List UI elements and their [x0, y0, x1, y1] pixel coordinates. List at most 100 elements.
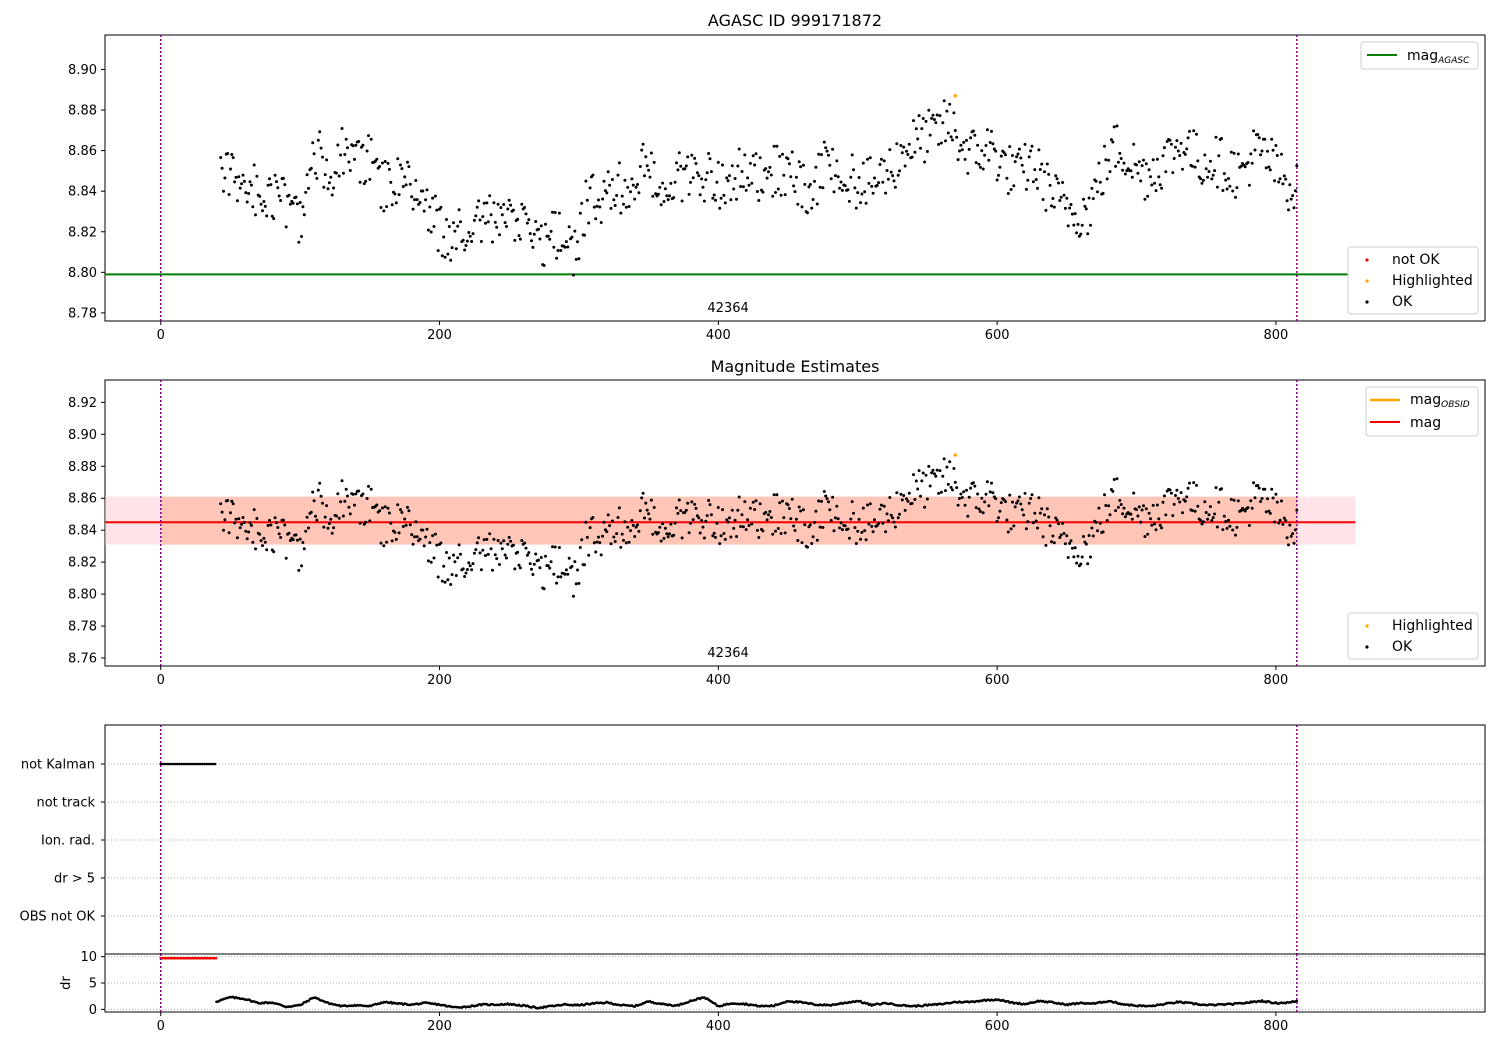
estimates-ok-point [251, 540, 255, 544]
estimates-ok-point [255, 517, 259, 520]
agasc-line-legend-label: magAGASC [1407, 48, 1470, 66]
flag-label: OBS not OK [20, 910, 96, 925]
agasc-ok-point [647, 168, 651, 172]
estimates-ok-point [942, 457, 946, 461]
estimates-ok-point [776, 527, 780, 530]
estimates-ok-point [422, 544, 426, 548]
agasc-ok-point [807, 185, 811, 189]
estimates-ok-point [857, 517, 861, 521]
agasc-ok-point [821, 186, 825, 190]
agasc-ok-point [1105, 177, 1109, 181]
estimates-ok-point [1208, 505, 1212, 509]
agasc-ok-point [1044, 208, 1048, 212]
agasc-ok-point [892, 179, 896, 183]
estimates-ok-point [587, 553, 591, 557]
estimates-ok-point [1183, 499, 1187, 503]
estimates-ok-point [668, 532, 671, 536]
agasc-ok-point [1034, 178, 1038, 181]
estimates-ok-point [633, 535, 637, 538]
estimates-ok-point [983, 500, 987, 504]
agasc-ok-point [488, 194, 492, 198]
agasc-ok-point [718, 206, 722, 210]
estimates-ok-point [612, 535, 616, 539]
agasc-ok-point [231, 156, 235, 160]
agasc-ok-point [1051, 197, 1055, 200]
agasc-ok-point [340, 127, 344, 130]
estimates-ok-point [556, 575, 560, 579]
agasc-ok-point [528, 232, 532, 236]
estimates-ok-point [387, 511, 391, 515]
agasc-ok-point [778, 154, 782, 158]
estimates-ytick-label: 8.76 [68, 652, 97, 667]
estimates-ok-point [1151, 503, 1155, 507]
estimates-ok-point [1260, 497, 1264, 500]
agasc-ok-point [1274, 144, 1278, 147]
agasc-ok-point [489, 213, 493, 217]
agasc-ok-point [1247, 183, 1251, 187]
estimates-ok-point [624, 541, 628, 545]
agasc-ok-point [620, 194, 624, 198]
agasc-ok-point [1281, 182, 1285, 186]
agasc-ok-point [347, 160, 351, 164]
agasc-ok-point [1293, 189, 1297, 193]
estimates-ok-point [1068, 541, 1072, 545]
agasc-ok-point [1268, 168, 1272, 172]
agasc-ok-point [414, 179, 418, 182]
agasc-ok-point [757, 199, 761, 202]
estimates-ok-point [552, 572, 556, 576]
estimates-ok-point [442, 564, 446, 568]
agasc-ok-point [1082, 197, 1085, 201]
agasc-ok-point [446, 252, 450, 256]
agasc-ok-point [1157, 175, 1161, 179]
agasc-ok-point [910, 155, 914, 159]
estimates-ok-point [888, 496, 892, 499]
agasc-ok-point [1267, 165, 1271, 169]
estimates-ok-point [793, 529, 797, 532]
estimates-ok-point [779, 532, 783, 535]
estimates-ok-point [435, 543, 439, 547]
agasc-ok-point [677, 151, 681, 155]
estimates-ok-point [429, 560, 433, 564]
agasc-ok-point [399, 163, 402, 167]
estimates-ok-point [704, 519, 708, 523]
agasc-ok-point [612, 198, 616, 202]
dr-not-ok-point [214, 956, 218, 960]
estimates-ok-point [1103, 493, 1106, 497]
agasc-ok-point [368, 177, 372, 181]
estimates-ok-point [457, 543, 461, 547]
estimates-ok-point [973, 484, 977, 488]
agasc-ok-point [548, 237, 552, 241]
agasc-ok-point [516, 217, 520, 221]
estimates-ok-point [269, 523, 273, 527]
agasc-ok-point [1161, 154, 1165, 158]
estimates-ok-point [488, 532, 492, 536]
agasc-ok-point [334, 171, 338, 175]
agasc-ok-point [939, 141, 943, 145]
estimates-ok-point [1278, 518, 1282, 522]
estimates-ok-point [663, 526, 667, 530]
estimates-ok-point [1196, 504, 1200, 508]
estimates-ok-point [758, 502, 762, 506]
agasc-ok-point [966, 171, 970, 175]
agasc-ok-point [379, 206, 383, 209]
agasc-ok-point [380, 161, 384, 165]
agasc-ok-point [665, 194, 669, 198]
agasc-ok-point [864, 201, 868, 205]
estimates-ok-point [1004, 500, 1007, 504]
agasc-xtick-label: 600 [985, 328, 1010, 343]
agasc-ok-point [663, 187, 667, 191]
agasc-ok-point [1224, 178, 1228, 182]
estimates-ok-point [1066, 556, 1070, 559]
estimates-ok-point [242, 521, 246, 524]
estimates-ok-point [1160, 526, 1164, 530]
agasc-ok-point [583, 233, 586, 237]
estimates-ok-point [852, 511, 855, 515]
agasc-ok-point [413, 198, 416, 202]
estimates-ok-point [351, 492, 355, 496]
estimates-ok-point [608, 524, 612, 528]
agasc-ok-point [327, 181, 331, 185]
estimates-ok-point [1023, 491, 1027, 495]
estimates-ok-point [465, 568, 469, 571]
agasc-ok-point [796, 202, 800, 206]
agasc-ok-point [896, 173, 900, 177]
